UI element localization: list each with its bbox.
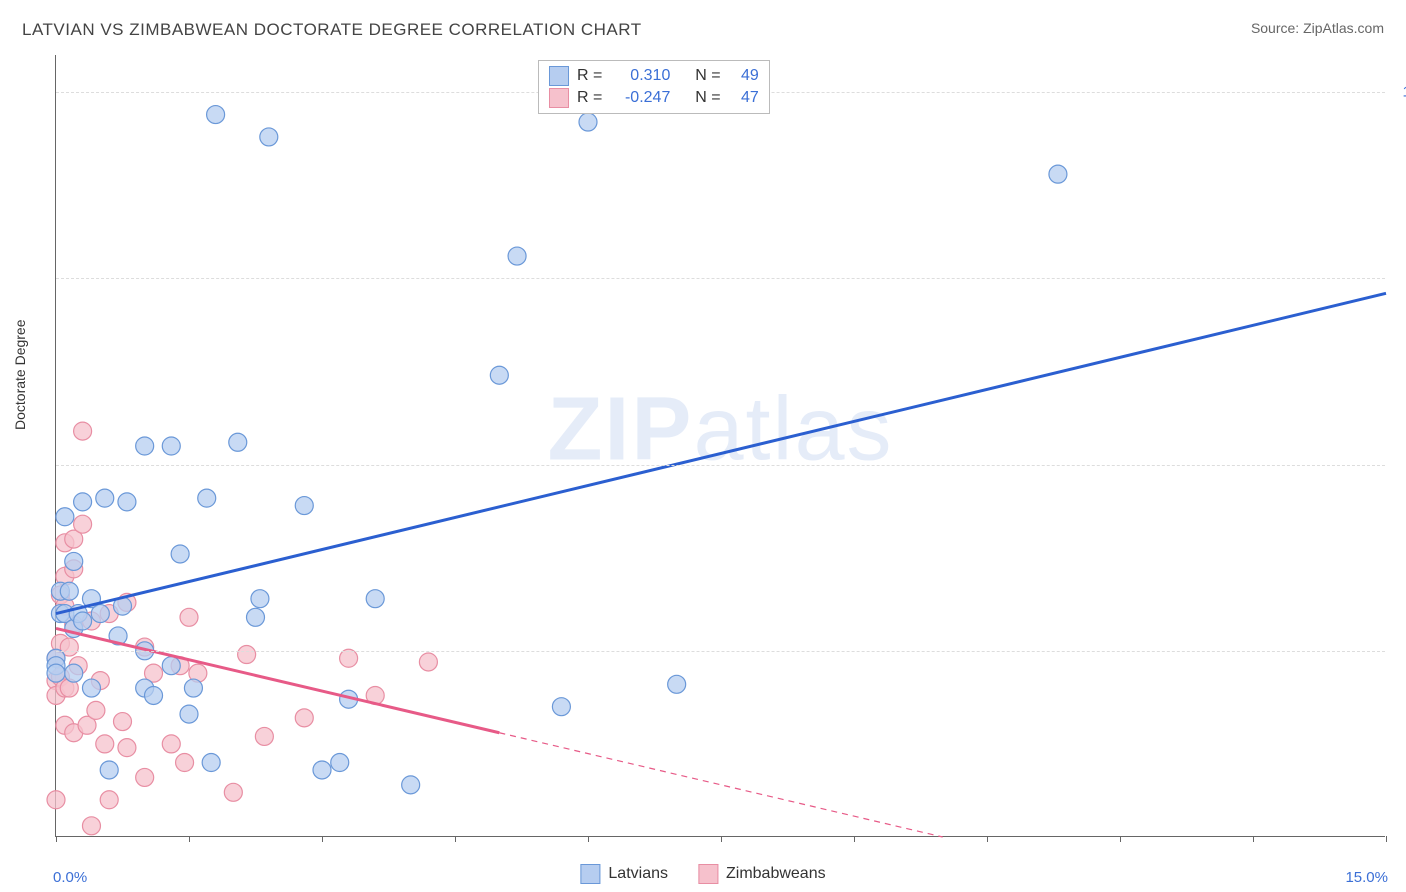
- legend-stats: R = 0.310 N = 49 R = -0.247 N = 47: [538, 60, 770, 114]
- x-tick: [322, 836, 323, 842]
- plot-area: ZIPatlas 2.5%5.0%7.5%10.0%: [55, 55, 1385, 837]
- x-tick: [721, 836, 722, 842]
- x-tick: [854, 836, 855, 842]
- legend-label: Zimbabweans: [726, 865, 826, 883]
- x-tick: [56, 836, 57, 842]
- y-tick-label: 5.0%: [1390, 456, 1406, 473]
- legend-swatch: [698, 864, 718, 884]
- x-tick: [455, 836, 456, 842]
- gridline: [56, 278, 1385, 279]
- x-axis-right-label: 15.0%: [1345, 869, 1388, 886]
- legend-swatch: [549, 66, 569, 86]
- n-label: N =: [695, 87, 720, 109]
- r-value: 0.310: [610, 65, 670, 87]
- r-label: R =: [577, 87, 602, 109]
- legend-item: Zimbabweans: [698, 864, 826, 884]
- x-tick: [1120, 836, 1121, 842]
- x-tick: [987, 836, 988, 842]
- legend-stat-row: R = 0.310 N = 49: [549, 65, 759, 87]
- y-axis-label: Doctorate Degree: [12, 319, 28, 430]
- gridline: [56, 465, 1385, 466]
- x-tick: [1253, 836, 1254, 842]
- source-value: ZipAtlas.com: [1303, 20, 1384, 36]
- chart-title: LATVIAN VS ZIMBABWEAN DOCTORATE DEGREE C…: [22, 20, 642, 40]
- y-tick-label: 10.0%: [1390, 84, 1406, 101]
- legend-swatch: [549, 88, 569, 108]
- r-label: R =: [577, 65, 602, 87]
- source-attribution: Source: ZipAtlas.com: [1251, 20, 1384, 36]
- legend-bottom: Latvians Zimbabweans: [580, 864, 825, 884]
- legend-item: Latvians: [580, 864, 668, 884]
- y-tick-label: 7.5%: [1390, 270, 1406, 287]
- x-tick: [588, 836, 589, 842]
- chart-svg: [56, 55, 1385, 836]
- n-value: 47: [741, 87, 759, 109]
- gridline: [56, 651, 1385, 652]
- source-label: Source:: [1251, 20, 1303, 36]
- x-tick: [1386, 836, 1387, 842]
- y-tick-label: 2.5%: [1390, 642, 1406, 659]
- r-value: -0.247: [610, 87, 670, 109]
- legend-label: Latvians: [608, 865, 668, 883]
- n-label: N =: [695, 65, 720, 87]
- x-axis-left-label: 0.0%: [53, 869, 87, 886]
- legend-stat-row: R = -0.247 N = 47: [549, 87, 759, 109]
- legend-swatch: [580, 864, 600, 884]
- x-tick: [189, 836, 190, 842]
- n-value: 49: [741, 65, 759, 87]
